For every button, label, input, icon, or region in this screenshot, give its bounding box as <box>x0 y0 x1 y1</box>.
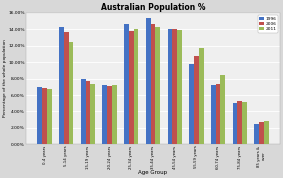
Bar <box>37 87 42 145</box>
Bar <box>129 31 134 145</box>
Bar <box>264 121 269 145</box>
Bar <box>242 102 247 145</box>
Bar <box>151 24 155 145</box>
Bar <box>81 79 85 145</box>
Bar <box>216 84 220 145</box>
Bar <box>124 24 129 145</box>
X-axis label: Age Group: Age Group <box>138 170 168 175</box>
Bar <box>68 42 73 145</box>
Bar <box>233 103 237 145</box>
Y-axis label: Percentage of the whole population: Percentage of the whole population <box>3 40 7 117</box>
Bar <box>59 27 64 145</box>
Bar <box>168 29 172 145</box>
Bar <box>177 30 182 145</box>
Bar <box>211 85 216 145</box>
Bar <box>189 64 194 145</box>
Bar <box>172 29 177 145</box>
Bar <box>102 85 107 145</box>
Bar <box>146 18 151 145</box>
Bar <box>155 27 160 145</box>
Bar <box>199 48 203 145</box>
Bar <box>220 75 225 145</box>
Title: Australian Population %: Australian Population % <box>101 3 205 12</box>
Bar <box>64 32 68 145</box>
Bar <box>194 56 199 145</box>
Bar <box>107 86 112 145</box>
Bar <box>237 101 242 145</box>
Bar <box>42 88 47 145</box>
Bar <box>134 29 138 145</box>
Bar <box>47 89 52 145</box>
Legend: 1996, 2006, 2011: 1996, 2006, 2011 <box>258 15 278 33</box>
Bar <box>85 81 90 145</box>
Bar <box>254 124 259 145</box>
Bar <box>90 84 95 145</box>
Bar <box>112 85 117 145</box>
Bar <box>259 122 264 145</box>
